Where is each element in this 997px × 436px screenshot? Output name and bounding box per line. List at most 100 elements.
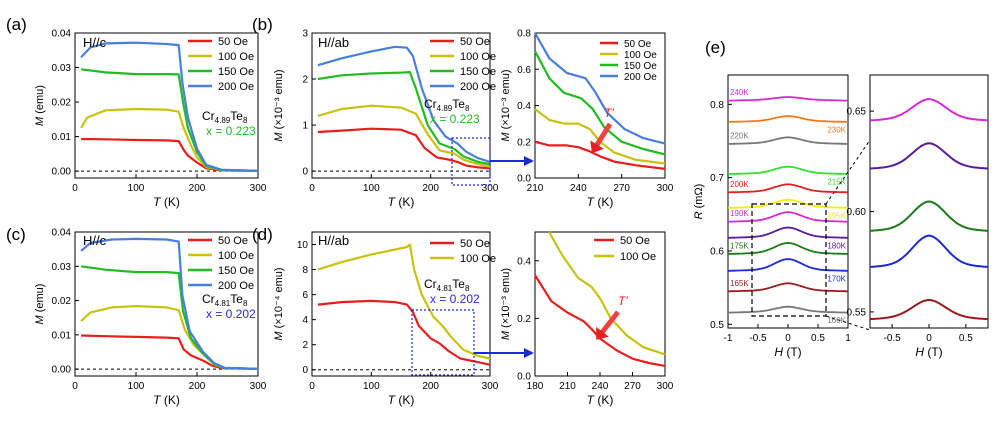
x-axis-label: H (T) [915, 345, 942, 359]
x-axis-var: T [388, 195, 397, 209]
y-tick-label: 0.03 [52, 63, 72, 74]
y-axis-var: M [500, 132, 512, 142]
y-axis-unit: (×10⁻⁴ emu) [273, 267, 285, 331]
x-tick-label: 200 [189, 183, 206, 194]
transition-annotation: T' [618, 294, 628, 308]
y-tick-label: 0.02 [52, 296, 72, 307]
plot-frame-b [311, 32, 491, 179]
x-tick-label: 1 [845, 333, 851, 344]
series-line-165k [728, 282, 848, 293]
compound-element: Cr [424, 97, 437, 111]
series-line-100-oe [548, 231, 666, 356]
legend-label: 50 Oe [460, 238, 490, 250]
legend-label: 100 Oe [620, 251, 656, 263]
compound-part: 4.81 [437, 284, 453, 293]
x-axis-unit: (K) [161, 195, 180, 209]
panel-a: 0 100 200 300 0.00 0.01 0.02 0.03 0.04 T (K) M (em… [6, 15, 267, 209]
x-axis-var: T [153, 195, 162, 209]
y-tick-label: 0.4 [517, 101, 531, 112]
y-tick-label: 1 [302, 121, 308, 132]
series-line-180k [869, 142, 989, 170]
y-tick-label: 0.6 [517, 65, 531, 76]
legend-label: 200 Oe [624, 72, 657, 83]
series-line-200-oe [534, 32, 666, 145]
x-axis-unit: (K) [161, 393, 180, 407]
y-tick-label: 0.60 [847, 207, 867, 218]
x-tick-label: 100 [363, 183, 380, 194]
zoom-connector [825, 315, 871, 331]
y-tick-label: 3 [302, 29, 308, 40]
y-axis-unit: (×10⁻³ emu) [500, 268, 512, 331]
y-tick-label: 0 [302, 167, 308, 178]
series-line-100-oe [534, 108, 666, 165]
series-line-150-oe [317, 71, 491, 166]
series-line-160k [728, 305, 848, 314]
x-tick-label: 0.5 [959, 333, 973, 344]
x-tick-label: -0.5 [884, 333, 902, 344]
series-line-220k [728, 136, 848, 145]
zoom-connector [825, 139, 871, 205]
y-axis-label: M (emu) [34, 85, 46, 126]
legend-label: 200 Oe [218, 280, 254, 292]
y-axis-unit: (emu) [34, 85, 46, 117]
legend-label: 50 Oe [218, 235, 248, 247]
zoom-arrow-head [524, 348, 534, 358]
series-line-170k [728, 258, 848, 272]
x-tick-label: 300 [657, 381, 674, 392]
zoom-arrow-head [524, 156, 534, 166]
x-tick-label: 0 [309, 381, 315, 392]
field-direction-label: H//ab [318, 233, 349, 248]
series-line-50-oe [317, 299, 491, 366]
x-axis-label: T (K) [153, 393, 180, 407]
x-tick-label: 240 [570, 183, 587, 194]
compound-element: Cr [424, 277, 437, 291]
x-axis-unit: (T) [924, 345, 943, 359]
compound-part: Te [230, 109, 243, 123]
panel-label: (a) [6, 15, 27, 34]
x-axis-unit: (T) [783, 345, 802, 359]
compound-part: 8 [243, 299, 248, 308]
series-line-190k [727, 211, 849, 223]
y-tick-label: 0.00 [52, 365, 72, 376]
x-tick-label: 100 [363, 381, 380, 392]
panel-label: (c) [6, 225, 26, 244]
series-line-50-oe [317, 127, 491, 170]
doping-value: x = 0.223 [206, 124, 256, 138]
x-axis-label: H (T) [774, 345, 801, 359]
y-tick-label: 0.5 [710, 320, 724, 331]
y-tick-label: 0.7 [710, 173, 724, 184]
series-line-200k [728, 183, 848, 194]
y-axis-label: M (×10⁻⁴ emu) [273, 267, 285, 340]
plot-frame-d [311, 231, 491, 377]
annotation-arrow-head [590, 140, 604, 154]
x-axis-label: T (K) [153, 195, 180, 209]
compound-part: 8 [243, 116, 248, 125]
compound-label: Cr4.89Te8 [202, 109, 248, 125]
x-tick-label: 200 [422, 183, 439, 194]
transition-annotation: T' [604, 106, 614, 120]
x-tick-label: 0 [926, 333, 932, 344]
panel-label: (d) [252, 225, 273, 244]
legend-label: 50 Oe [460, 36, 490, 48]
series-line-170k [869, 234, 989, 268]
legend-label: 100 Oe [624, 50, 657, 61]
annotation-arrow-head [596, 326, 609, 340]
x-axis-var: T [587, 393, 596, 407]
zoom-box [751, 203, 827, 317]
x-tick-label: 100 [128, 381, 145, 392]
y-tick-label: 4 [302, 315, 308, 326]
series-line-200-oe [80, 41, 259, 172]
series-line-195k [728, 198, 848, 209]
y-tick-label: 0.04 [52, 228, 72, 239]
series-line-50-oe [81, 137, 259, 172]
y-axis-label: M (×10⁻³ emu) [273, 69, 285, 141]
x-tick-label: 0.5 [811, 333, 825, 344]
legend-label: 150 Oe [624, 61, 657, 72]
series-line-200-oe [80, 237, 259, 370]
legend-label: 200 Oe [460, 81, 496, 93]
x-tick-label: 300 [250, 183, 267, 194]
series-line-175k [869, 200, 989, 232]
y-tick-label: 8 [302, 265, 308, 276]
series-line-100-oe [317, 104, 491, 168]
y-axis-var: M [34, 116, 46, 126]
